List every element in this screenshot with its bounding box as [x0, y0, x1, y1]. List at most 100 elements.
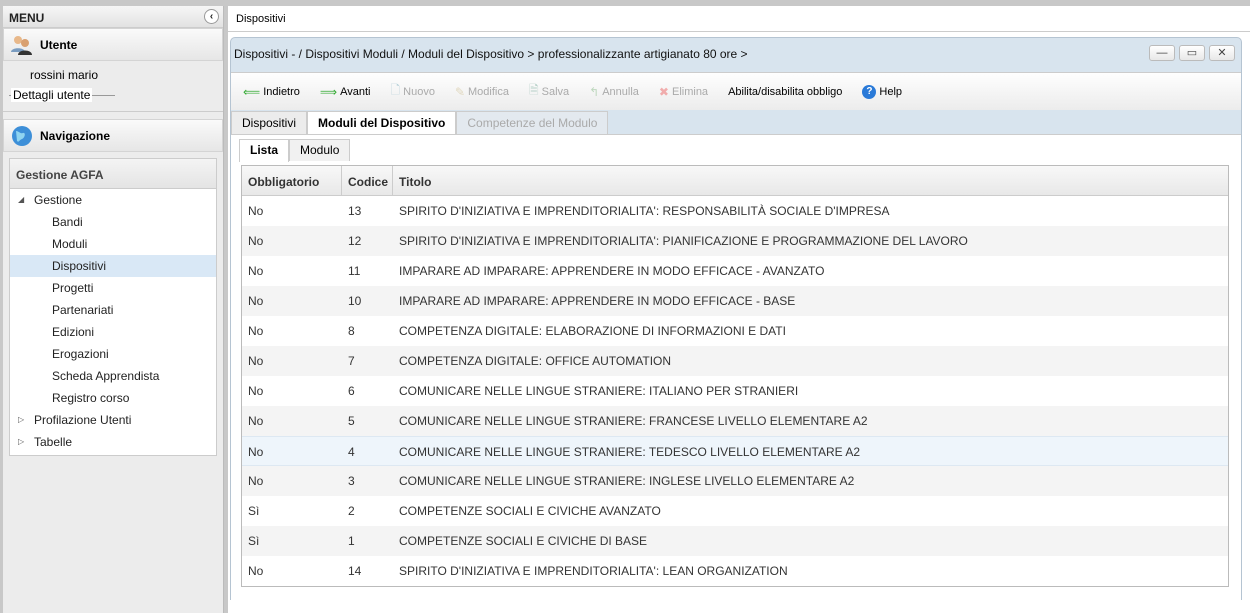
- subtab-lista[interactable]: Lista: [239, 139, 290, 162]
- cell-codice: 3: [348, 474, 355, 488]
- indietro-button[interactable]: ⟸ Indietro: [243, 84, 300, 99]
- navigation-tree: ◢ Gestione Bandi Moduli Dispositivi Progetti P…: [10, 189, 216, 453]
- cell-codice: 8: [348, 324, 355, 338]
- sidebar-item-moduli[interactable]: Moduli: [52, 237, 88, 251]
- sidebar-item-profilazione-utenti[interactable]: ▷ Profilazione Utenti: [10, 409, 216, 431]
- table-row[interactable]: No 6 COMUNICARE NELLE LINGUE STRANIERE: IT…: [242, 376, 1228, 406]
- table-row[interactable]: No 3 COMUNICARE NELLE LINGUE STRANIERE: IN…: [242, 466, 1228, 496]
- nuovo-button[interactable]: 🗋 Nuovo: [390, 81, 434, 102]
- sidebar: MENU ‹ Utente rossini mario Dettagli uten…: [3, 6, 224, 613]
- cell-titolo: COMPETENZE SOCIALI E CIVICHE DI BASE: [399, 534, 648, 548]
- new-doc-icon: 🗋: [390, 83, 401, 97]
- cell-codice: 6: [348, 384, 355, 398]
- cell-codice: 5: [348, 414, 355, 428]
- main-area: Dispositivi Dispositivi - / Dispositivi …: [228, 6, 1250, 613]
- elimina-button[interactable]: ✖ Elimina: [658, 84, 709, 99]
- user-section-header[interactable]: Utente: [3, 28, 223, 61]
- help-button[interactable]: ? Help: [862, 84, 902, 99]
- collapsed-triangle-icon[interactable]: ▷: [18, 437, 25, 446]
- modules-grid: Obbligatorio Codice Titolo No 13 SPIRITO D…: [241, 165, 1229, 587]
- minimize-icon[interactable]: —: [1149, 45, 1175, 61]
- arrow-left-icon: ⟸: [243, 84, 261, 99]
- table-row[interactable]: No 4 COMUNICARE NELLE LINGUE STRANIERE: TE…: [242, 436, 1228, 466]
- table-row[interactable]: No 11 IMPARARE AD IMPARARE: APPRENDERE IN …: [242, 256, 1228, 286]
- undo-icon: ↰: [589, 84, 600, 99]
- abilita-disabilita-obbligo-button[interactable]: Abilita/disabilita obbligo: [728, 85, 843, 98]
- table-row[interactable]: No 14 SPIRITO D'INIZIATIVA E IMPRENDITORIA…: [242, 556, 1228, 586]
- tab-dispositivi[interactable]: Dispositivi: [231, 111, 308, 134]
- annulla-button[interactable]: ↰ Annulla: [589, 84, 639, 99]
- maximize-icon[interactable]: ▭: [1179, 45, 1205, 61]
- avanti-button[interactable]: ⟹ Avanti: [319, 84, 371, 99]
- collapse-chevron-icon[interactable]: ‹: [204, 9, 219, 24]
- grid-header: Obbligatorio Codice Titolo: [242, 166, 1228, 196]
- column-header-obbligatorio[interactable]: Obbligatorio: [242, 166, 342, 195]
- cell-codice: 4: [348, 445, 355, 459]
- table-row[interactable]: No 5 COMUNICARE NELLE LINGUE STRANIERE: FR…: [242, 406, 1228, 436]
- column-header-titolo[interactable]: Titolo: [399, 175, 432, 189]
- sidebar-item-progetti[interactable]: Progetti: [52, 281, 94, 295]
- tab-bar: Dispositivi Moduli del Dispositivo Compete…: [231, 111, 609, 134]
- cell-codice: 10: [348, 294, 362, 308]
- cell-obbligatorio: No: [248, 264, 264, 278]
- user-section-title: Utente: [40, 37, 78, 52]
- cell-titolo: COMUNICARE NELLE LINGUE STRANIERE: FRANC…: [399, 414, 868, 428]
- sidebar-item-scheda-apprendista[interactable]: Scheda Apprendista: [52, 369, 160, 383]
- cell-titolo: SPIRITO D'INIZIATIVA E IMPRENDITORIALITA…: [399, 234, 968, 248]
- window-title: Dispositivi - / Dispositivi Moduli / Mod…: [234, 47, 748, 61]
- cell-titolo: SPIRITO D'INIZIATIVA E IMPRENDITORIALITA…: [399, 564, 788, 578]
- subtab-modulo[interactable]: Modulo: [289, 139, 351, 161]
- tab-competenze-del-modulo[interactable]: Competenze del Modulo: [456, 111, 609, 134]
- cell-titolo: SPIRITO D'INIZIATIVA E IMPRENDITORIALITA…: [399, 204, 890, 218]
- users-icon: [11, 35, 32, 55]
- subtab-bar: Lista Modulo: [239, 139, 351, 162]
- column-header-codice[interactable]: Codice: [342, 166, 393, 195]
- expanded-triangle-icon[interactable]: ◢: [18, 195, 25, 204]
- save-icon: 🗎: [528, 83, 539, 97]
- salva-button[interactable]: 🗎 Salva: [529, 81, 569, 102]
- sidebar-item-erogazioni[interactable]: Erogazioni: [52, 347, 109, 361]
- cell-obbligatorio: No: [248, 474, 264, 488]
- cell-codice: 12: [348, 234, 362, 248]
- sidebar-item-gestione[interactable]: ◢ Gestione: [10, 189, 216, 211]
- table-row[interactable]: No 8 COMPETENZA DIGITALE: ELABORAZIONE DI …: [242, 316, 1228, 346]
- table-row[interactable]: No 7 COMPETENZA DIGITALE: OFFICE AUTOMATIO…: [242, 346, 1228, 376]
- cell-titolo: COMUNICARE NELLE LINGUE STRANIERE: TEDES…: [399, 445, 861, 459]
- sidebar-item-bandi[interactable]: Bandi: [52, 215, 83, 229]
- arrow-right-icon: ⟹: [319, 84, 338, 99]
- tab-dispositivi-main[interactable]: Dispositivi: [228, 6, 1250, 32]
- sidebar-item-tabelle[interactable]: ▷ Tabelle: [10, 431, 216, 453]
- group-header: Gestione AGFA: [10, 159, 216, 189]
- sidebar-item-dispositivi[interactable]: Dispositivi: [10, 255, 216, 277]
- tab-panel: Lista Modulo Obbligatorio Codice Titolo N…: [231, 134, 1241, 600]
- cell-codice: 14: [348, 564, 362, 578]
- tab-moduli-del-dispositivo[interactable]: Moduli del Dispositivo: [307, 111, 457, 134]
- navigation-section-header[interactable]: Navigazione: [3, 119, 223, 152]
- table-row[interactable]: Sì 1 COMPETENZE SOCIALI E CIVICHE DI BASE: [242, 526, 1228, 556]
- sidebar-item-registro-corso[interactable]: Registro corso: [52, 391, 130, 405]
- table-row[interactable]: No 13 SPIRITO D'INIZIATIVA E IMPRENDITORIA…: [242, 196, 1228, 226]
- cell-obbligatorio: No: [248, 294, 264, 308]
- user-details-link[interactable]: Dettagli utente: [3, 85, 223, 105]
- help-icon: ?: [862, 84, 877, 99]
- cell-obbligatorio: No: [248, 384, 264, 398]
- table-row[interactable]: No 10 IMPARARE AD IMPARARE: APPRENDERE IN …: [242, 286, 1228, 316]
- cell-obbligatorio: No: [248, 414, 264, 428]
- toolbar: ⟸ Indietro ⟹ Avanti 🗋 Nuovo ✎ Modifica 🗎 Salva ↰ An…: [231, 72, 1241, 110]
- cell-obbligatorio: No: [248, 445, 264, 459]
- close-icon[interactable]: ✕: [1209, 45, 1235, 61]
- table-row[interactable]: No 12 SPIRITO D'INIZIATIVA E IMPRENDITORIA…: [242, 226, 1228, 256]
- cell-titolo: COMPETENZA DIGITALE: ELABORAZIONE DI INF…: [399, 324, 786, 338]
- sidebar-item-partenariati[interactable]: Partenariati: [52, 303, 114, 317]
- cell-obbligatorio: No: [248, 234, 264, 248]
- modifica-button[interactable]: ✎ Modifica: [454, 84, 509, 99]
- collapsed-triangle-icon[interactable]: ▷: [18, 415, 25, 424]
- cell-obbligatorio: No: [248, 204, 264, 218]
- menu-title: MENU: [9, 11, 45, 25]
- sidebar-item-edizioni[interactable]: Edizioni: [52, 325, 95, 339]
- cell-titolo: IMPARARE AD IMPARARE: APPRENDERE IN MODO…: [399, 264, 825, 278]
- cell-obbligatorio: No: [248, 324, 264, 338]
- cell-codice: 7: [348, 354, 355, 368]
- globe-icon: [12, 125, 32, 146]
- table-row[interactable]: Sì 2 COMPETENZE SOCIALI E CIVICHE AVANZATO: [242, 496, 1228, 526]
